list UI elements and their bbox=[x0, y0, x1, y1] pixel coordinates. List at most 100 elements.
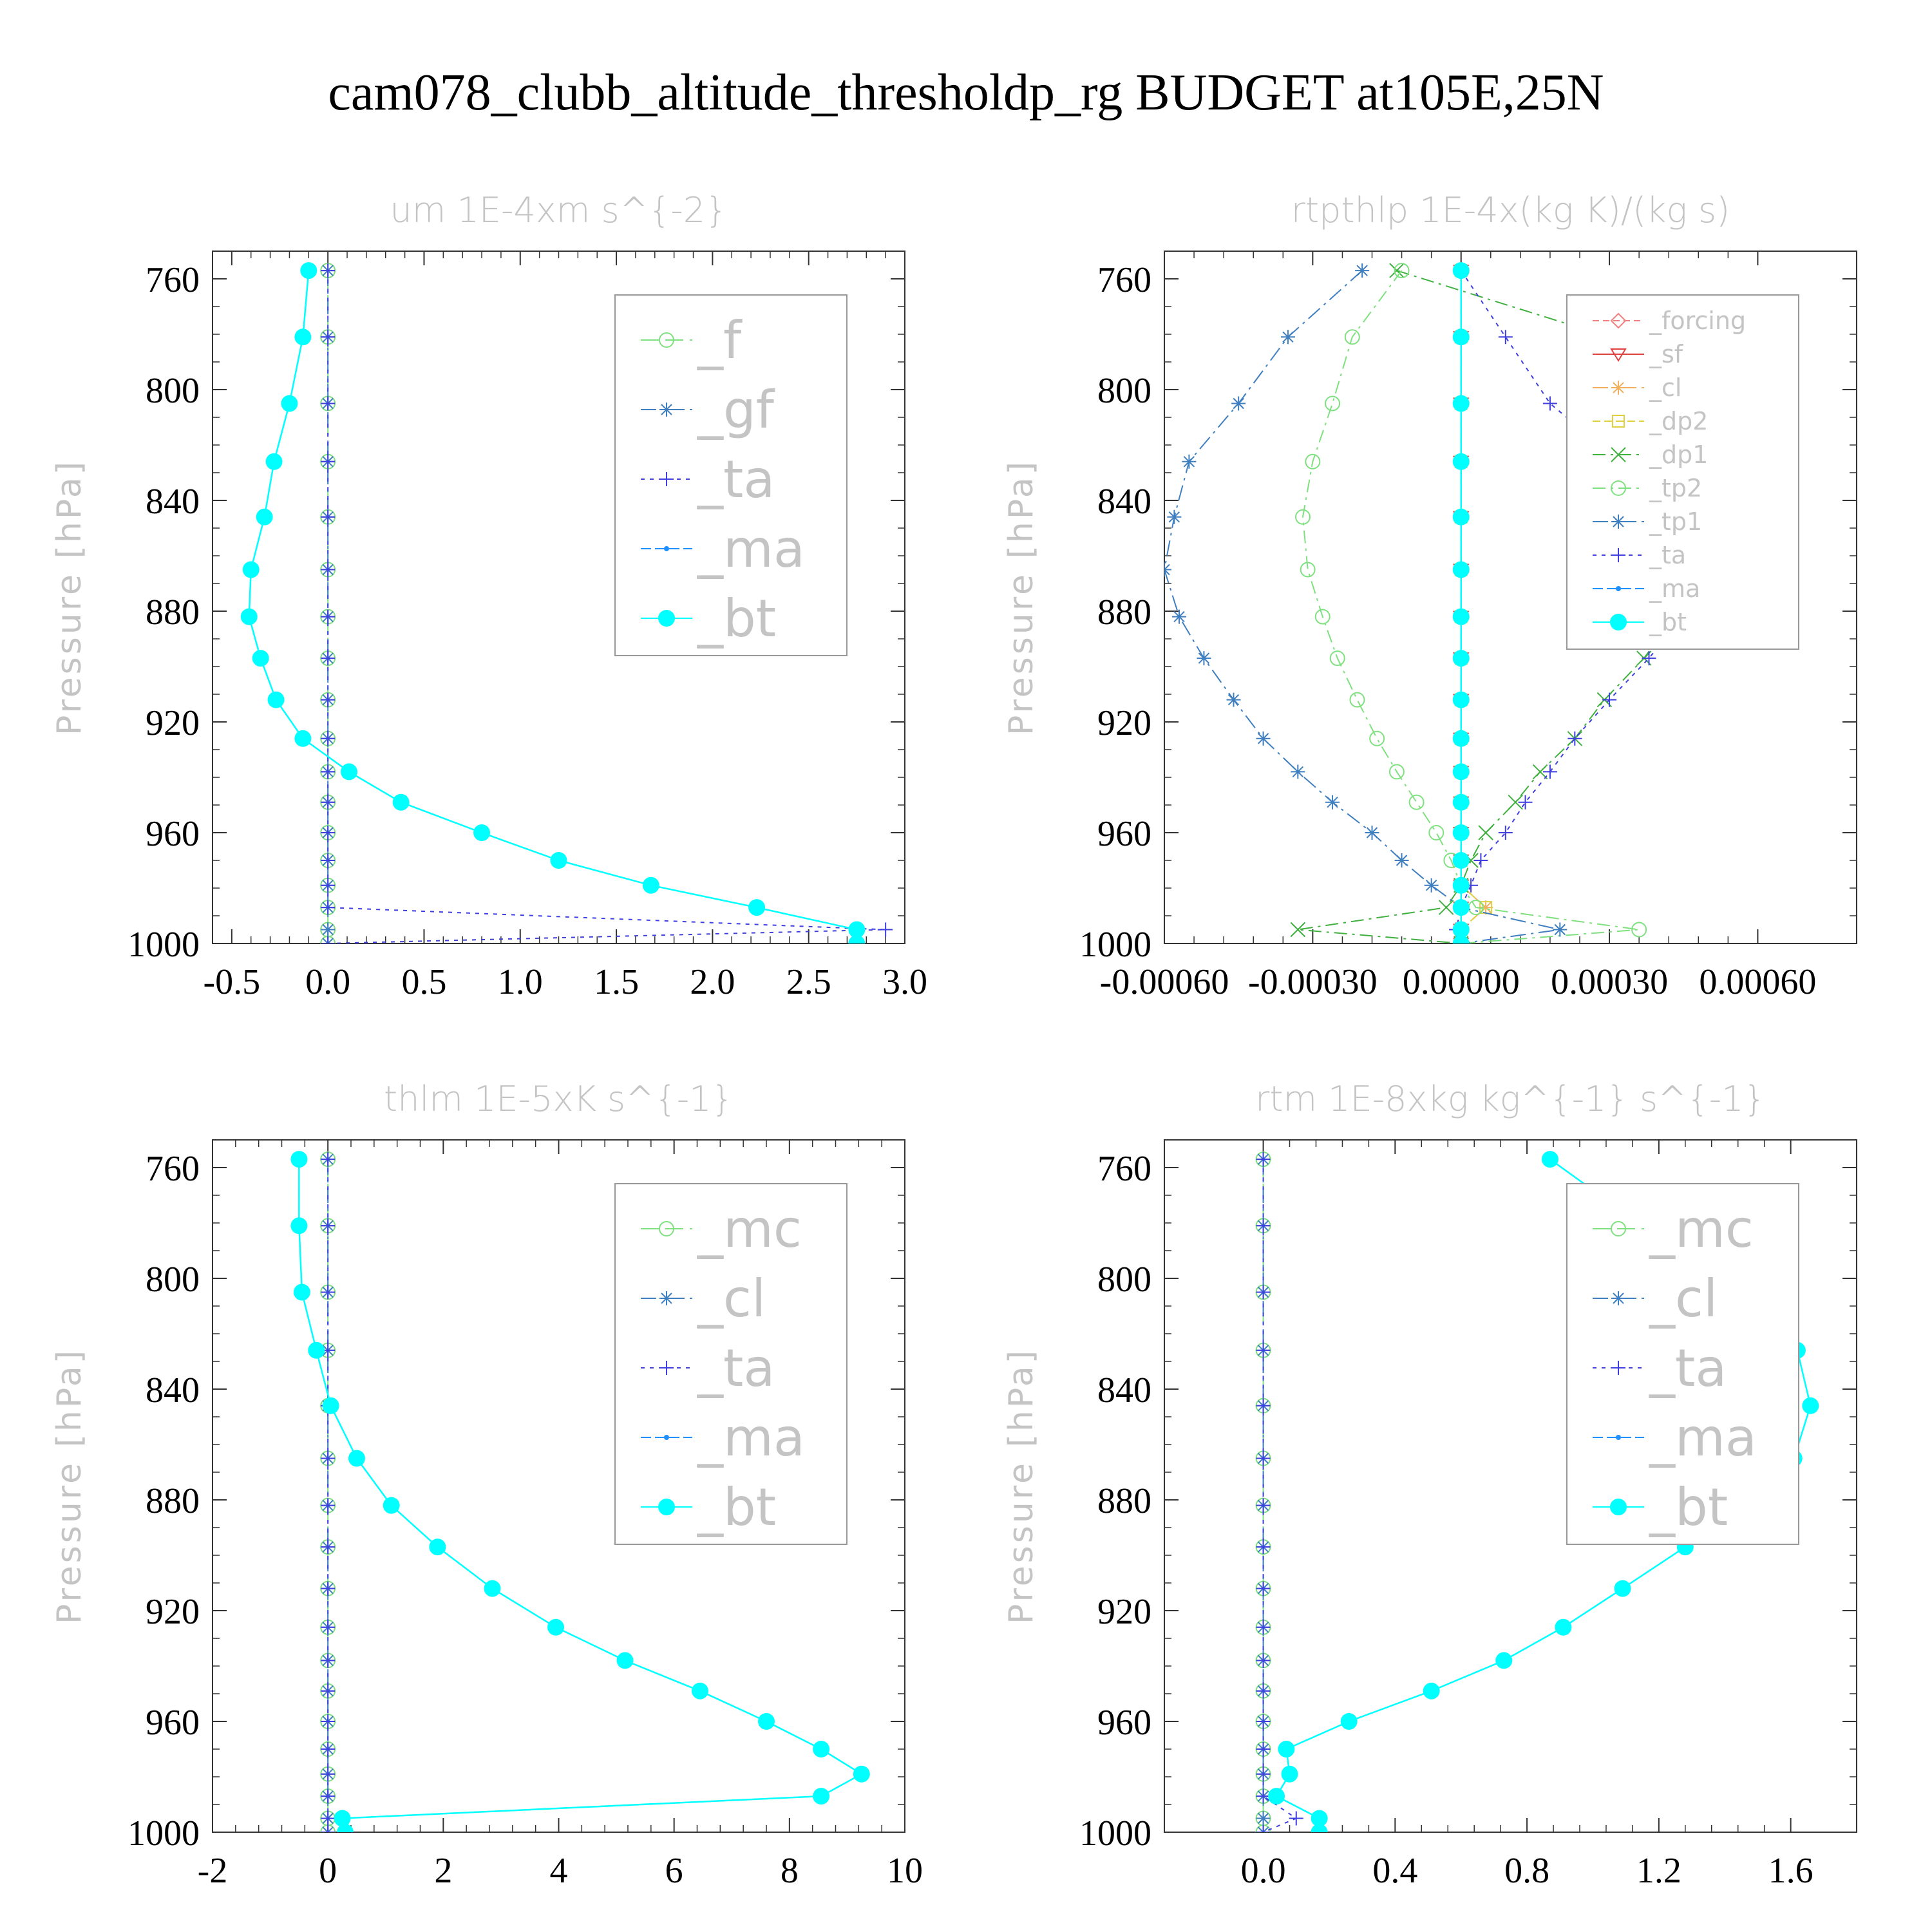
data-point bbox=[300, 262, 317, 279]
y-tick-label: 880 bbox=[146, 1481, 200, 1521]
x-tick-label: 1.5 bbox=[594, 962, 639, 1002]
legend-marker bbox=[664, 546, 669, 551]
data-point bbox=[1452, 793, 1470, 811]
data-point bbox=[1256, 1343, 1271, 1358]
data-point bbox=[1329, 650, 1345, 667]
data-point bbox=[321, 454, 336, 469]
data-point bbox=[321, 1811, 336, 1826]
data-point bbox=[1452, 824, 1470, 841]
data-point bbox=[691, 1682, 708, 1700]
legend-label: _dp1 bbox=[1649, 440, 1708, 469]
legend-marker bbox=[1611, 515, 1625, 529]
data-point bbox=[616, 1652, 634, 1669]
series-line bbox=[1262, 1159, 1298, 1832]
data-point bbox=[1197, 651, 1211, 666]
data-point bbox=[1256, 1218, 1271, 1233]
data-point bbox=[1452, 935, 1470, 943]
data-point bbox=[1423, 1682, 1440, 1700]
legend-label: _gf bbox=[697, 380, 775, 440]
legend-marker bbox=[664, 1435, 669, 1440]
panels: um 1E-4xm s^{-2}Pressure [hPa]7608008408… bbox=[50, 190, 1857, 1891]
x-tick-label: 2.5 bbox=[786, 962, 831, 1002]
data-point bbox=[1172, 609, 1187, 624]
data-point bbox=[1311, 1824, 1328, 1832]
legend-label: _ma bbox=[697, 519, 805, 579]
y-tick-label: 1000 bbox=[1079, 1814, 1151, 1853]
legend-marker bbox=[659, 1361, 674, 1375]
x-tick-label: 0.4 bbox=[1372, 1851, 1417, 1891]
legend-marker bbox=[1610, 348, 1627, 362]
data-point bbox=[1495, 1652, 1513, 1669]
data-point bbox=[321, 330, 336, 345]
data-point bbox=[321, 509, 336, 524]
legend-label: _sf bbox=[1649, 340, 1684, 368]
data-point bbox=[1567, 731, 1582, 746]
legend-label: _ta bbox=[697, 1338, 775, 1398]
data-point bbox=[1256, 1451, 1271, 1466]
legend-label: _mc bbox=[1649, 1199, 1754, 1259]
data-point bbox=[321, 731, 336, 746]
data-point bbox=[1355, 263, 1370, 278]
x-tick-label: 0.00030 bbox=[1551, 962, 1668, 1002]
legend: _f _gf _ta _ma _bt bbox=[614, 294, 848, 656]
y-tick-label: 920 bbox=[146, 1592, 200, 1632]
x-tick-label: 0.5 bbox=[401, 962, 446, 1002]
data-point bbox=[1602, 692, 1617, 707]
legend-box bbox=[614, 294, 848, 656]
data-point bbox=[1473, 853, 1488, 867]
y-tick-label: 1000 bbox=[128, 925, 200, 965]
x-tick-label: -0.5 bbox=[204, 962, 261, 1002]
legend: _mc _cl _ta _ma _bt bbox=[1566, 1183, 1799, 1545]
y-tick-label: 760 bbox=[146, 260, 200, 300]
legend-label: _ma bbox=[697, 1408, 805, 1468]
legend-label: _f bbox=[697, 310, 743, 370]
data-point bbox=[265, 453, 283, 470]
data-point bbox=[1256, 1825, 1271, 1832]
data-point bbox=[321, 878, 336, 893]
data-point bbox=[321, 263, 336, 278]
data-point bbox=[1256, 1766, 1271, 1781]
plot-area bbox=[240, 262, 893, 943]
data-point bbox=[1256, 1581, 1271, 1596]
plot-area bbox=[1255, 1151, 1819, 1832]
data-point bbox=[1452, 262, 1470, 279]
x-tick-label: 1.2 bbox=[1636, 1851, 1681, 1891]
data-point bbox=[1452, 921, 1470, 938]
data-point bbox=[1305, 453, 1321, 469]
data-point bbox=[321, 1742, 336, 1756]
data-point bbox=[1388, 764, 1405, 780]
data-point bbox=[321, 1653, 336, 1668]
y-tick-label: 840 bbox=[1097, 1370, 1151, 1410]
y-tick-label: 760 bbox=[1097, 1149, 1151, 1189]
data-point bbox=[813, 1788, 830, 1805]
data-point bbox=[1256, 1714, 1271, 1728]
data-point bbox=[1300, 562, 1316, 578]
legend-label: _mc bbox=[697, 1199, 802, 1259]
data-point bbox=[484, 1580, 501, 1597]
data-point bbox=[1231, 396, 1246, 411]
data-point bbox=[1452, 561, 1470, 578]
data-point bbox=[758, 1713, 775, 1730]
y-tick-label: 800 bbox=[1097, 371, 1151, 411]
data-point bbox=[1452, 852, 1470, 869]
data-point bbox=[1325, 795, 1340, 810]
data-point bbox=[281, 395, 298, 412]
data-point bbox=[1452, 453, 1470, 470]
data-point bbox=[1256, 1398, 1271, 1413]
data-point bbox=[321, 1581, 336, 1596]
x-tick-label: -0.00030 bbox=[1248, 962, 1378, 1002]
data-point bbox=[1541, 1151, 1558, 1168]
data-point bbox=[242, 561, 260, 578]
data-point bbox=[1532, 764, 1548, 780]
panel-1: um 1E-4xm s^{-2} Pressure [hPa] 760 800 840 8… bbox=[50, 190, 927, 1002]
data-point bbox=[321, 922, 336, 937]
data-point bbox=[321, 900, 336, 915]
data-point bbox=[1452, 508, 1470, 526]
data-point bbox=[290, 1217, 308, 1235]
y-tick-label: 920 bbox=[1097, 1592, 1151, 1632]
legend-label: _dp2 bbox=[1649, 407, 1708, 435]
y-tick-label: 1000 bbox=[128, 1814, 200, 1853]
data-point bbox=[321, 853, 336, 867]
data-point bbox=[1452, 691, 1470, 708]
